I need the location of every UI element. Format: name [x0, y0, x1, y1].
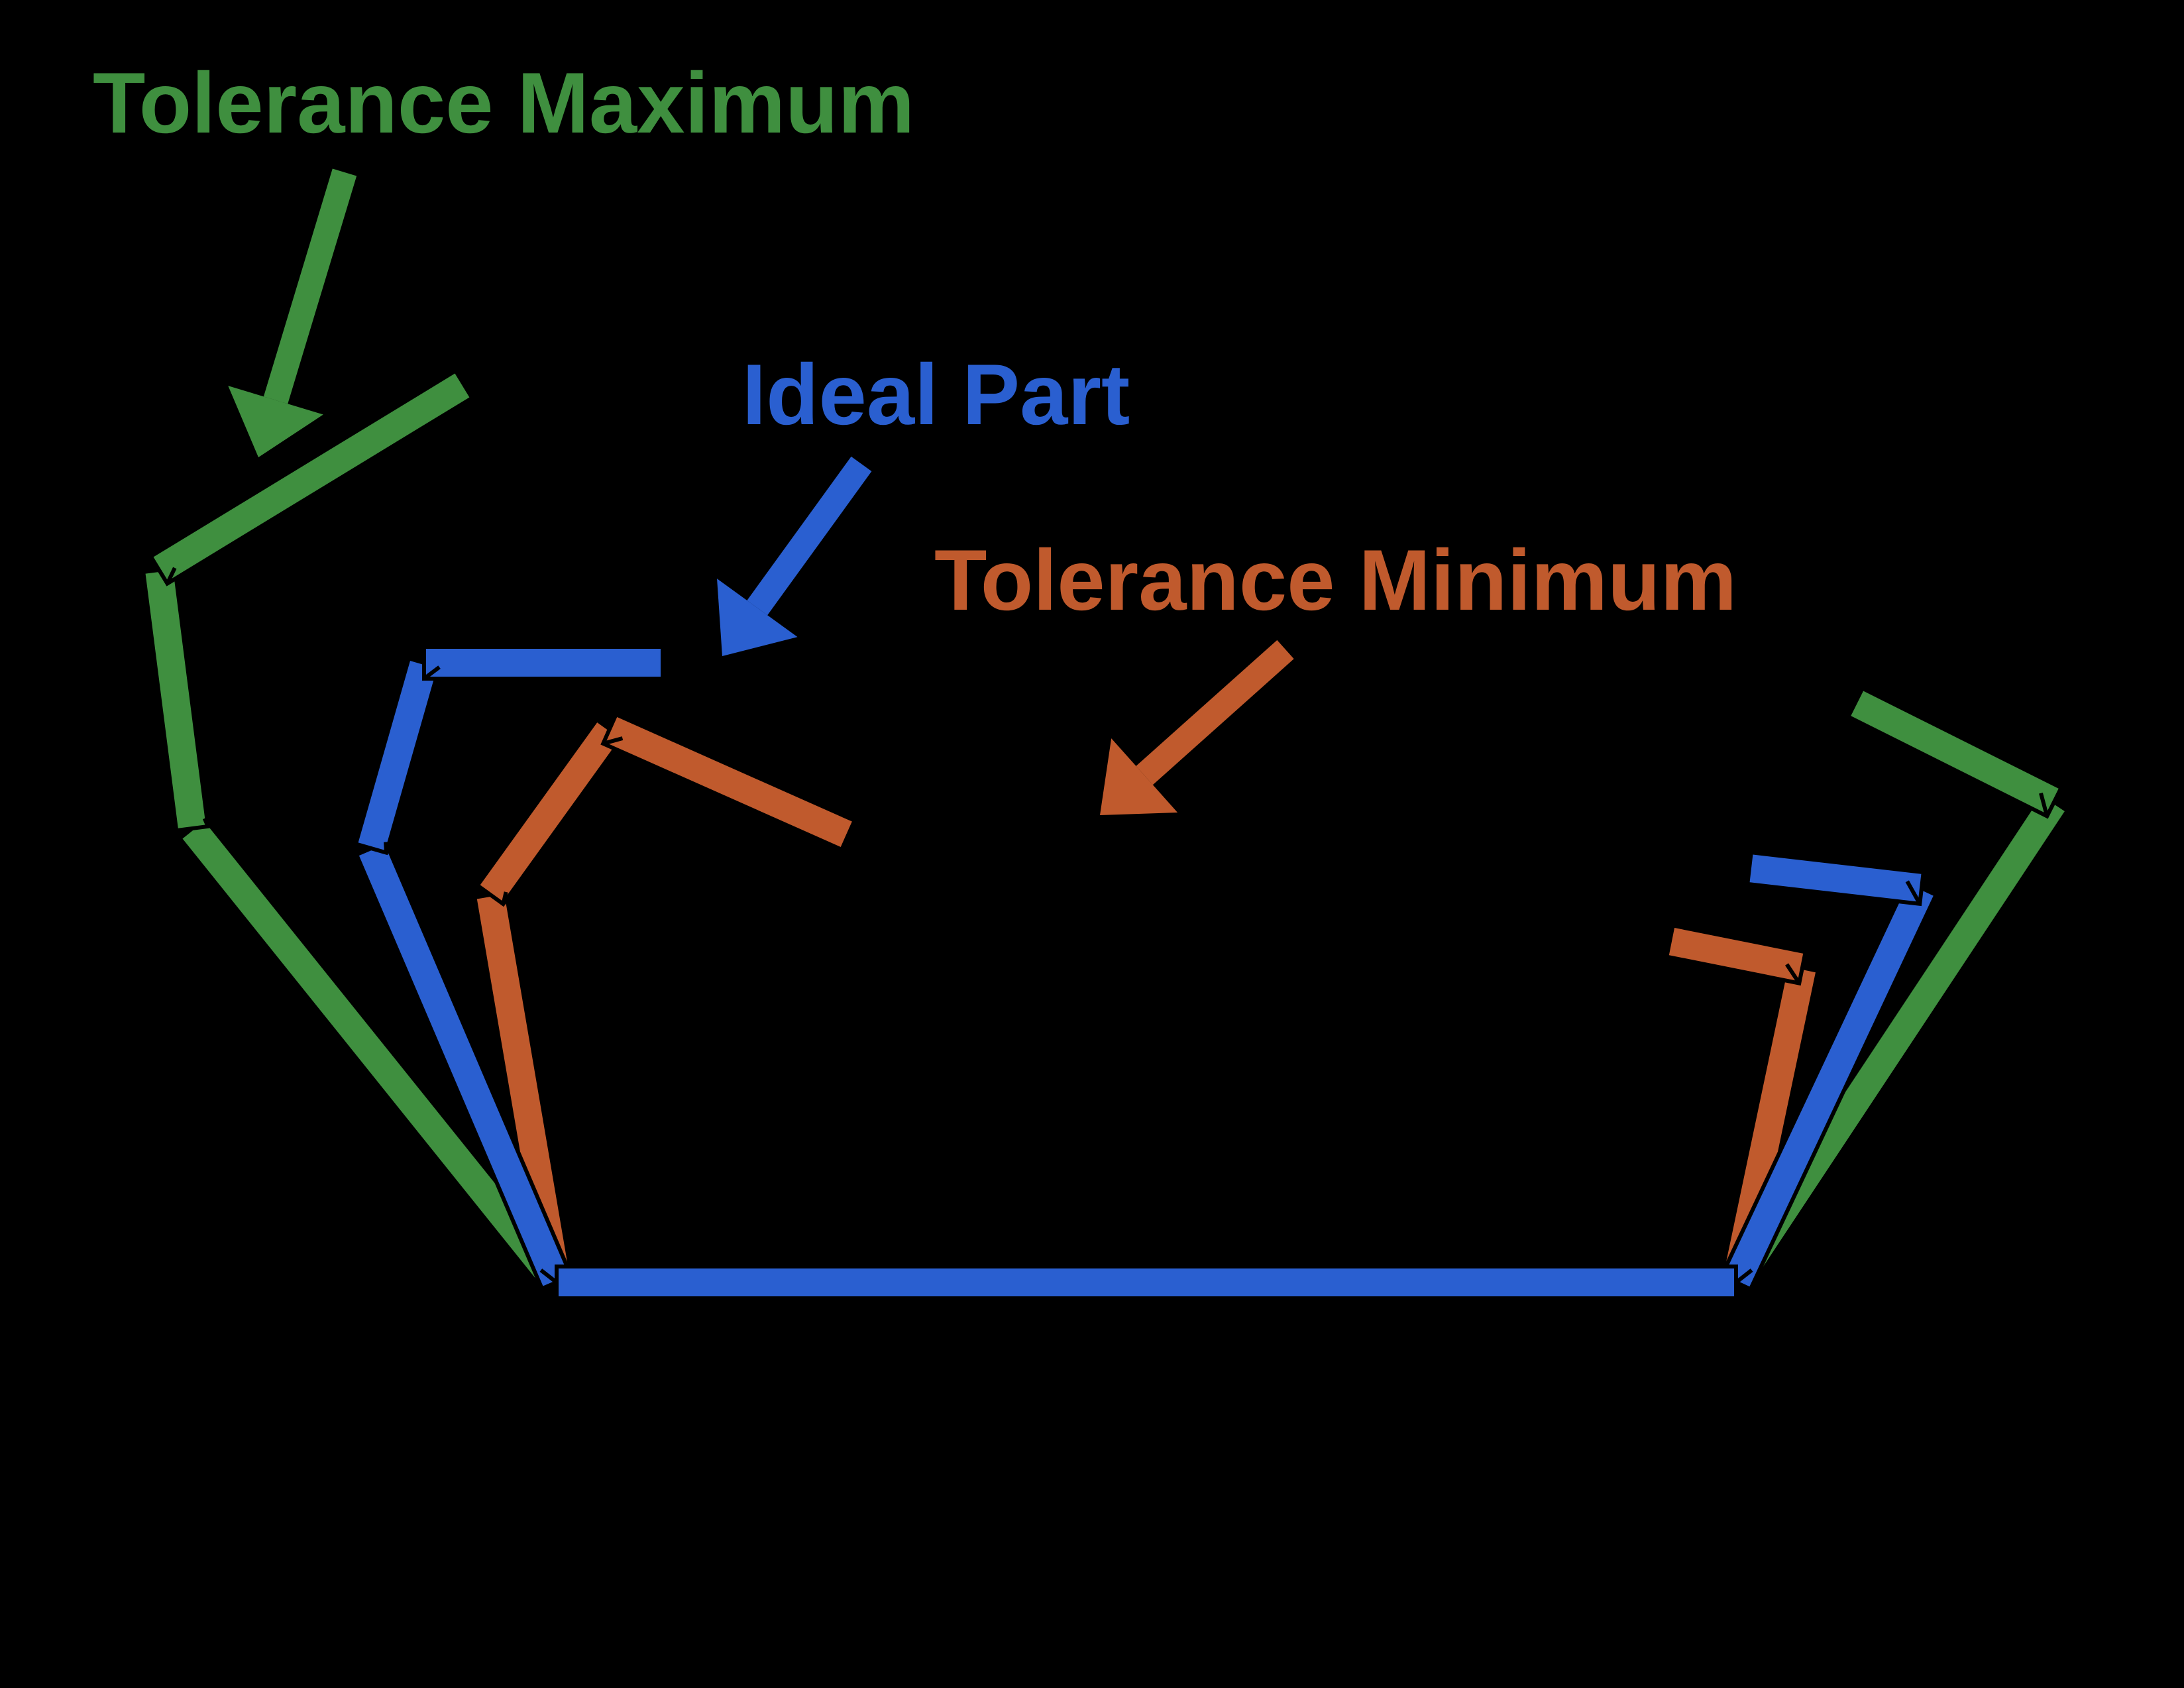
- label-tolerance-minimum: Tolerance Minimum: [934, 532, 1737, 628]
- label-tolerance-maximum: Tolerance Maximum: [93, 54, 914, 151]
- segment-joint: [474, 885, 477, 897]
- base-bar: [557, 1266, 1736, 1298]
- label-ideal-part: Ideal Part: [742, 346, 1130, 443]
- segment-joint: [503, 892, 506, 904]
- left-ideal-seg-2: [424, 647, 663, 679]
